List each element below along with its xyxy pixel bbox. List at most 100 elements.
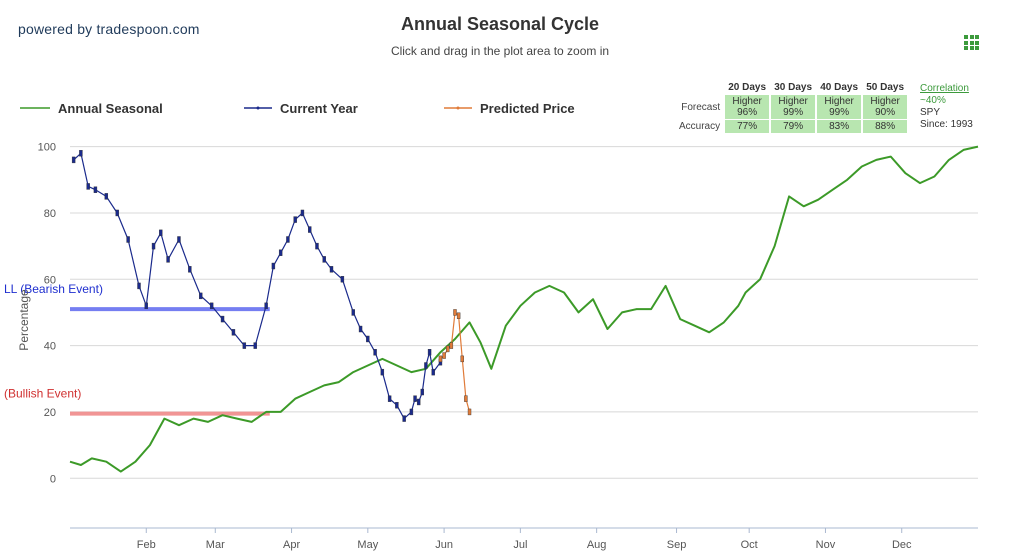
data-point: [449, 342, 454, 349]
series-line-annual-seasonal: [69, 145, 979, 473]
y-tick-label: 40: [44, 341, 56, 353]
data-point: [166, 256, 170, 263]
legend-line-icon: [20, 107, 50, 109]
correlation-info: Correlation ~40% SPY Since: 1993: [920, 83, 973, 131]
forecast-row-label: Forecast: [681, 101, 721, 113]
x-tick-label: Aug: [587, 539, 607, 551]
data-point: [366, 335, 370, 343]
legend-annual-seasonal[interactable]: Annual Seasonal: [20, 100, 163, 116]
forecast-cell: Higher 99%: [817, 95, 862, 119]
data-point: [340, 276, 345, 283]
data-point: [315, 242, 319, 250]
legend-current-year[interactable]: Current Year: [244, 100, 358, 116]
event-band-label: LL (Bearish Event): [4, 282, 103, 296]
legend-label: Current Year: [280, 100, 358, 116]
data-point: [293, 216, 297, 223]
data-point: [460, 355, 464, 363]
chart-subtitle: Click and drag in the plot area to zoom …: [390, 44, 610, 58]
x-tick-label: Feb: [137, 539, 156, 551]
data-point: [308, 226, 312, 233]
chart-title: Annual Seasonal Cycle: [400, 14, 600, 34]
data-point: [253, 342, 257, 349]
data-point: [438, 355, 443, 363]
data-point: [358, 325, 363, 333]
data-point: [188, 266, 192, 273]
data-point: [79, 150, 83, 157]
data-point: [467, 408, 472, 416]
data-point: [159, 229, 163, 237]
data-point: [416, 398, 421, 406]
accuracy-cell: 79%: [771, 120, 816, 133]
legend-predicted-price[interactable]: Predicted Price: [444, 100, 575, 116]
x-tick-label: Dec: [892, 539, 912, 551]
data-point: [409, 408, 414, 416]
data-point: [93, 186, 98, 193]
x-tick-label: Jun: [435, 539, 453, 551]
data-point: [464, 395, 468, 402]
data-point: [264, 302, 268, 310]
data-point: [177, 236, 181, 243]
data-point: [231, 329, 236, 336]
x-tick-label: Sep: [667, 539, 687, 551]
series-lines: [69, 145, 979, 473]
legend-line-icon: [444, 106, 472, 110]
data-point: [115, 209, 119, 217]
data-point: [413, 395, 417, 402]
data-point: [86, 183, 90, 190]
accuracy-cell: 88%: [863, 120, 908, 133]
data-point: [431, 368, 435, 376]
data-point: [380, 368, 385, 376]
data-point: [402, 415, 406, 422]
data-point: [420, 388, 425, 396]
data-point: [446, 345, 450, 353]
column-header: 20 Days: [728, 82, 767, 93]
correlation-value: ~40%: [920, 95, 946, 106]
data-point: [300, 209, 305, 217]
event-bands: LL (Bearish Event) (Bullish Event): [4, 282, 270, 416]
accuracy-cell: 83%: [817, 120, 862, 133]
legend-label: Predicted Price: [480, 100, 575, 116]
column-header: 50 Days: [866, 82, 905, 93]
data-point: [395, 402, 399, 409]
data-point: [199, 292, 203, 300]
data-point: [242, 342, 247, 349]
correlation-link[interactable]: Correlation: [920, 83, 969, 94]
x-tick-label: Oct: [741, 539, 758, 551]
data-point: [442, 352, 446, 359]
data-point: [456, 312, 461, 319]
accuracy-cell: 77%: [725, 120, 770, 133]
legend-label: Annual Seasonal: [58, 100, 163, 116]
symbol-label: SPY: [920, 107, 941, 118]
forecast-cell: Higher 99%: [771, 95, 816, 119]
data-point: [351, 309, 355, 316]
since-label: Since: 1993: [920, 119, 973, 130]
event-band-label: (Bullish Event): [4, 387, 81, 401]
x-tick-label: Jul: [513, 539, 527, 551]
powered-by-link[interactable]: powered by tradespoon.com: [18, 21, 200, 37]
data-point: [329, 266, 334, 273]
x-tick-label: Mar: [206, 539, 225, 551]
y-tick-label: 0: [50, 473, 56, 485]
data-point: [373, 349, 377, 356]
forecast-cell: Higher 96%: [725, 95, 770, 119]
x-tick-label: Nov: [816, 539, 836, 551]
x-tick-label: May: [357, 539, 378, 551]
y-tick-label: 100: [38, 142, 56, 154]
data-point: [424, 362, 428, 369]
data-point: [387, 395, 392, 402]
data-point: [286, 236, 290, 243]
grid-menu-icon[interactable]: [964, 35, 979, 50]
y-tick-label: 80: [44, 208, 56, 220]
data-point: [453, 309, 457, 316]
y-tick-label: 60: [44, 274, 56, 286]
y-tick-label: 20: [44, 407, 56, 419]
data-point: [271, 262, 276, 270]
data-point: [220, 315, 225, 323]
column-header: 40 Days: [820, 82, 859, 93]
data-point: [278, 249, 283, 256]
data-point: [104, 193, 109, 200]
data-point: [126, 236, 130, 243]
data-point: [209, 302, 214, 310]
axes: 0 20 40 60 80 100 Feb Mar Apr May Jun Jul Aug Sep Oct N…: [38, 142, 978, 551]
